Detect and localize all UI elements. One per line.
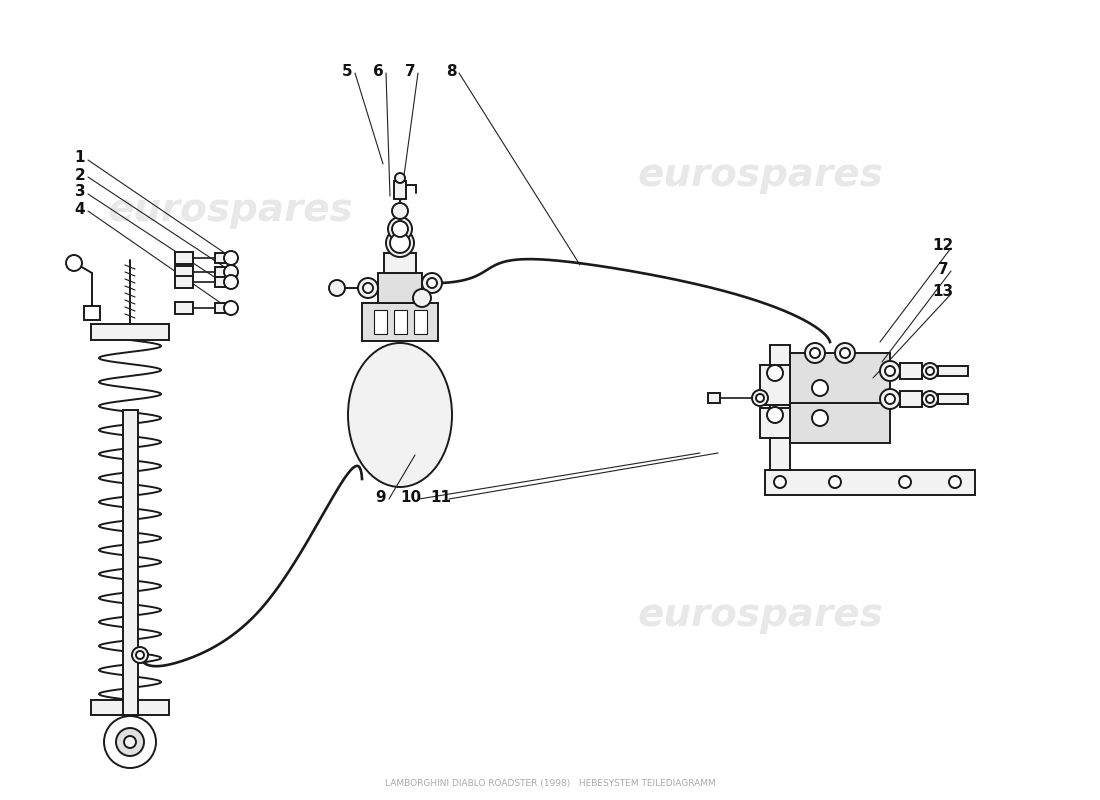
- Bar: [122, 410, 138, 715]
- Text: 9: 9: [376, 490, 386, 505]
- Bar: [760, 365, 790, 405]
- Circle shape: [810, 348, 820, 358]
- Circle shape: [390, 233, 410, 253]
- Bar: [84, 306, 100, 320]
- Circle shape: [812, 380, 828, 396]
- Ellipse shape: [348, 343, 452, 487]
- Text: 2: 2: [75, 167, 86, 182]
- Circle shape: [224, 265, 238, 279]
- Circle shape: [116, 728, 144, 756]
- Circle shape: [358, 278, 378, 298]
- Text: 7: 7: [405, 63, 416, 78]
- Text: 8: 8: [446, 63, 456, 78]
- Bar: [214, 253, 225, 263]
- Bar: [790, 353, 890, 443]
- Circle shape: [392, 203, 408, 219]
- Bar: [175, 266, 192, 278]
- Bar: [760, 408, 790, 438]
- Circle shape: [880, 389, 900, 409]
- Circle shape: [224, 251, 238, 265]
- Text: 11: 11: [430, 490, 451, 505]
- Circle shape: [388, 217, 412, 241]
- Bar: [362, 303, 438, 341]
- Circle shape: [886, 366, 895, 376]
- Bar: [414, 310, 427, 334]
- Circle shape: [124, 736, 136, 748]
- Text: eurospares: eurospares: [637, 156, 883, 194]
- Text: eurospares: eurospares: [107, 191, 353, 229]
- Bar: [394, 310, 407, 334]
- Circle shape: [886, 394, 895, 404]
- Bar: [900, 391, 922, 407]
- Bar: [394, 181, 406, 199]
- Circle shape: [104, 716, 156, 768]
- Bar: [378, 273, 422, 303]
- Text: 10: 10: [400, 490, 421, 505]
- Circle shape: [395, 173, 405, 183]
- Text: 1: 1: [75, 150, 86, 166]
- Circle shape: [392, 221, 408, 237]
- Circle shape: [805, 343, 825, 363]
- Circle shape: [812, 410, 828, 426]
- Bar: [384, 253, 416, 273]
- Bar: [938, 366, 968, 376]
- Text: LAMBORGHINI DIABLO ROADSTER (1998)   HEBESYSTEM TEILEDIAGRAMM: LAMBORGHINI DIABLO ROADSTER (1998) HEBES…: [385, 779, 715, 788]
- Circle shape: [840, 348, 850, 358]
- Circle shape: [949, 476, 961, 488]
- Bar: [764, 470, 975, 495]
- Text: 5: 5: [342, 63, 352, 78]
- Bar: [91, 700, 169, 715]
- Text: 12: 12: [933, 238, 954, 254]
- Circle shape: [926, 367, 934, 375]
- Circle shape: [132, 647, 148, 663]
- Bar: [91, 324, 169, 340]
- Bar: [938, 394, 968, 404]
- Circle shape: [922, 363, 938, 379]
- Circle shape: [752, 390, 768, 406]
- Circle shape: [224, 301, 238, 315]
- Text: 13: 13: [933, 285, 954, 299]
- Circle shape: [880, 361, 900, 381]
- Text: 6: 6: [373, 63, 384, 78]
- Text: 3: 3: [75, 185, 86, 199]
- Circle shape: [899, 476, 911, 488]
- Circle shape: [835, 343, 855, 363]
- Circle shape: [922, 391, 938, 407]
- Circle shape: [774, 476, 786, 488]
- Bar: [374, 310, 387, 334]
- Circle shape: [224, 275, 238, 289]
- Circle shape: [422, 273, 442, 293]
- Circle shape: [363, 283, 373, 293]
- Circle shape: [329, 280, 345, 296]
- Bar: [770, 345, 790, 490]
- Circle shape: [756, 394, 764, 402]
- Circle shape: [386, 229, 414, 257]
- Bar: [708, 393, 720, 403]
- Bar: [214, 267, 225, 277]
- Circle shape: [926, 395, 934, 403]
- Bar: [175, 252, 192, 264]
- Circle shape: [829, 476, 842, 488]
- Circle shape: [412, 289, 431, 307]
- Text: 4: 4: [75, 202, 86, 217]
- Text: 7: 7: [937, 262, 948, 277]
- Circle shape: [136, 651, 144, 659]
- Bar: [175, 276, 192, 288]
- Bar: [214, 277, 225, 287]
- Circle shape: [767, 365, 783, 381]
- Bar: [900, 363, 922, 379]
- Circle shape: [427, 278, 437, 288]
- Text: eurospares: eurospares: [637, 596, 883, 634]
- Circle shape: [66, 255, 82, 271]
- Bar: [175, 302, 192, 314]
- Bar: [214, 303, 225, 313]
- Circle shape: [767, 407, 783, 423]
